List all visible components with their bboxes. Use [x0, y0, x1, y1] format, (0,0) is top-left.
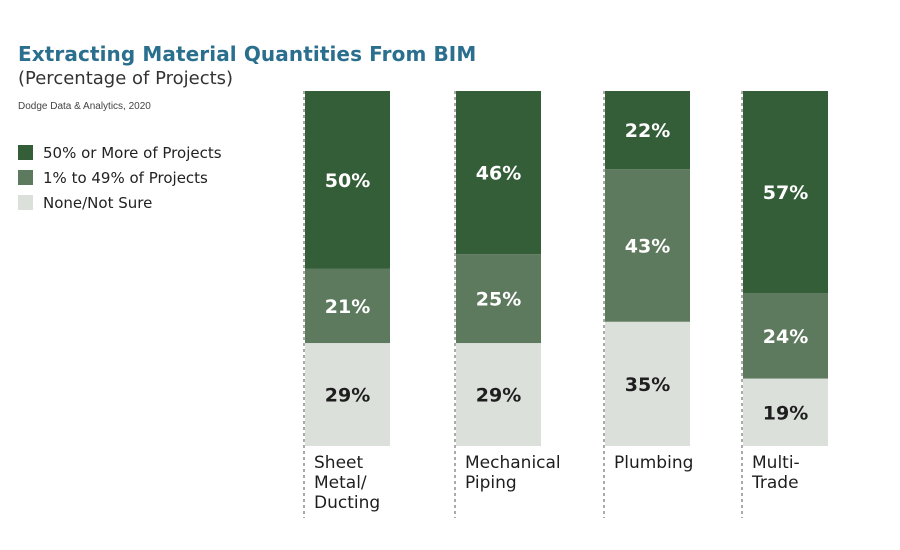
- bar-segment-none-0: [305, 343, 390, 446]
- data-label-high-2: 22%: [625, 120, 670, 142]
- bar-segment-none-2: [605, 321, 690, 446]
- legend-label-high: 50% or More of Projects: [43, 143, 222, 162]
- data-label-none-0: 29%: [325, 385, 370, 407]
- data-label-mid-3: 24%: [763, 326, 808, 348]
- chart-source: Dodge Data & Analytics, 2020: [18, 101, 151, 112]
- bar-segment-high-2: [605, 91, 690, 170]
- legend-item-none: None/Not Sure: [18, 190, 222, 215]
- bar-segment-none-3: [743, 378, 828, 446]
- bar-segment-none-1: [456, 343, 541, 446]
- bar-segment-mid-0: [305, 268, 390, 344]
- category-label-3-line-1: Trade: [751, 473, 799, 493]
- legend-label-none: None/Not Sure: [43, 193, 153, 212]
- category-label-1-line-1: Piping: [465, 473, 517, 493]
- legend-swatch-mid: [18, 170, 33, 185]
- chart-legend: 50% or More of Projects 1% to 49% of Pro…: [18, 140, 222, 215]
- bar-segment-mid-2: [605, 169, 690, 322]
- data-label-mid-1: 25%: [476, 289, 521, 311]
- bar-segment-high-0: [305, 91, 390, 269]
- data-label-none-2: 35%: [625, 374, 670, 396]
- bar-segment-mid-1: [456, 254, 541, 344]
- bar-segment-mid-3: [743, 293, 828, 379]
- legend-swatch-none: [18, 195, 33, 210]
- legend-swatch-high: [18, 145, 33, 160]
- category-label-0-line-1: Metal/: [314, 473, 367, 493]
- bar-segment-high-3: [743, 91, 828, 294]
- legend-label-mid: 1% to 49% of Projects: [43, 168, 208, 187]
- data-label-mid-2: 43%: [625, 235, 670, 257]
- category-label-0-line-0: Sheet: [314, 453, 363, 473]
- data-label-high-0: 50%: [325, 170, 370, 192]
- legend-item-high: 50% or More of Projects: [18, 140, 222, 165]
- category-label-2-line-0: Plumbing: [614, 453, 693, 473]
- data-label-mid-0: 21%: [325, 296, 370, 318]
- data-label-high-1: 46%: [476, 163, 521, 185]
- legend-item-mid: 1% to 49% of Projects: [18, 165, 222, 190]
- category-label-3-line-0: Multi-: [752, 453, 800, 473]
- category-label-1-line-0: Mechanical: [465, 453, 561, 473]
- chart-subtitle: (Percentage of Projects): [18, 68, 234, 89]
- data-label-none-1: 29%: [476, 385, 521, 407]
- data-label-high-3: 57%: [763, 182, 808, 204]
- data-label-none-3: 19%: [763, 402, 808, 424]
- category-label-0-line-2: Ducting: [314, 493, 380, 513]
- bar-segment-high-1: [456, 91, 541, 255]
- chart-title: Extracting Material Quantities From BIM: [18, 42, 477, 66]
